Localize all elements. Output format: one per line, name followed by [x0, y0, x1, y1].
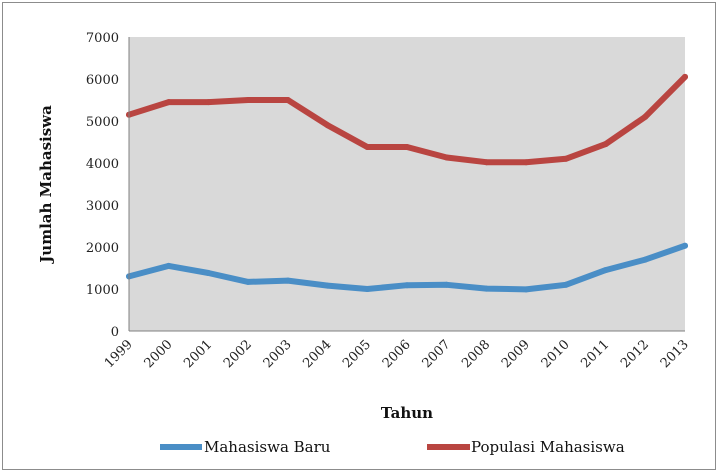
- data-point: [245, 278, 252, 285]
- x-tick-label: 2006: [380, 337, 414, 371]
- data-point: [483, 159, 490, 166]
- y-tick-label: 4000: [86, 157, 119, 172]
- x-tick-label: 2011: [578, 337, 612, 371]
- data-point: [205, 99, 212, 106]
- legend: Mahasiswa Baru Populasi Mahasiswa: [160, 438, 625, 456]
- data-point: [245, 97, 252, 103]
- plot-area: [129, 37, 685, 331]
- data-point: [443, 281, 450, 288]
- y-axis-ticks: 0 1000 2000 3000 4000 5000 6000 7000: [86, 31, 119, 340]
- data-point: [165, 262, 172, 269]
- x-tick-label: 2005: [340, 337, 374, 371]
- x-tick-label: 2000: [142, 337, 176, 371]
- x-tick-label: 2004: [300, 337, 334, 371]
- y-tick-label: 3000: [86, 199, 119, 214]
- x-tick-label: 2013: [658, 337, 692, 371]
- x-tick-label: 2012: [618, 337, 652, 371]
- data-point: [602, 267, 609, 274]
- data-point: [562, 155, 569, 162]
- y-tick-label: 5000: [86, 115, 119, 130]
- data-point: [364, 286, 371, 292]
- data-point: [324, 282, 331, 289]
- data-point: [205, 270, 212, 276]
- data-point: [364, 144, 371, 150]
- y-tick-label: 7000: [86, 31, 119, 46]
- x-axis-title: Tahun: [381, 404, 433, 422]
- y-tick-label: 0: [111, 325, 119, 340]
- y-tick-label: 6000: [86, 73, 119, 88]
- legend-label-populasi-mahasiswa: Populasi Mahasiswa: [471, 438, 625, 456]
- x-tick-label: 2010: [539, 337, 573, 371]
- data-point: [284, 97, 291, 103]
- x-tick-label: 1999: [102, 337, 136, 371]
- data-point: [642, 256, 649, 263]
- x-tick-label: 2003: [261, 337, 295, 371]
- data-point: [165, 99, 172, 106]
- data-point: [562, 281, 569, 288]
- data-point: [642, 113, 649, 120]
- y-tick-label: 2000: [86, 241, 119, 256]
- x-tick-label: 2001: [181, 337, 215, 371]
- data-point: [443, 154, 450, 161]
- x-tick-label: 2009: [499, 337, 533, 371]
- legend-label-mahasiswa-baru: Mahasiswa Baru: [204, 438, 331, 456]
- data-point: [404, 144, 410, 150]
- y-axis-title: Jumlah Mahasiswa: [37, 105, 55, 265]
- x-tick-label: 2008: [459, 337, 493, 371]
- x-axis-ticks: 1999 2000 2001 2002 2003 2004 2005 2006 2007 2008…: [102, 337, 692, 371]
- data-point: [483, 285, 490, 292]
- data-point: [682, 73, 688, 80]
- data-point: [523, 159, 530, 166]
- data-point: [404, 282, 410, 289]
- data-point: [284, 277, 291, 284]
- data-point: [682, 242, 688, 249]
- series-lines: [126, 73, 688, 293]
- x-tick-label: 2002: [221, 337, 255, 371]
- x-tick-label: 2007: [420, 337, 454, 371]
- data-point: [602, 141, 609, 148]
- y-tick-label: 1000: [86, 283, 119, 298]
- data-point: [324, 122, 331, 129]
- data-point: [523, 286, 530, 293]
